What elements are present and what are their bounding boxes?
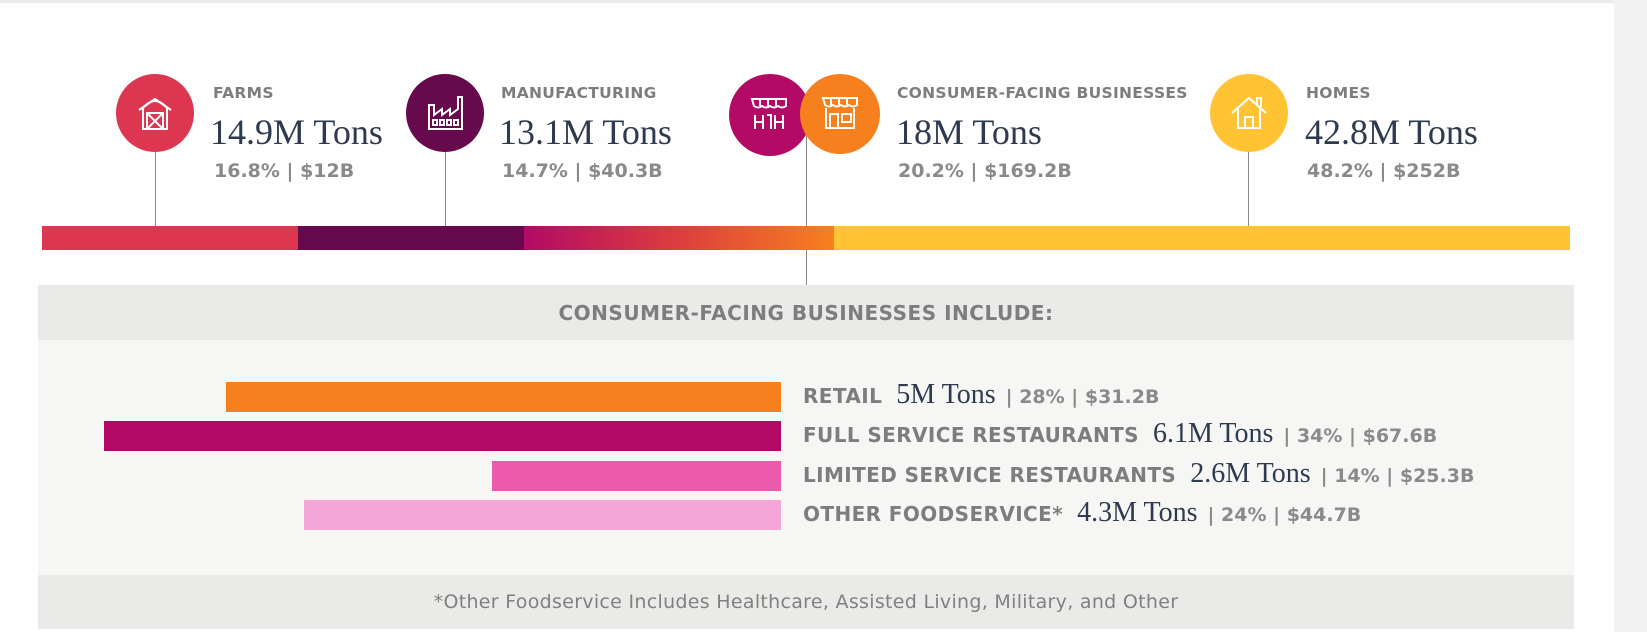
- consumer-label: CONSUMER-FACING BUSINESSES: [897, 84, 1188, 102]
- house-icon: [1231, 96, 1267, 129]
- homes-stats: 48.2% | $252B: [1307, 160, 1461, 182]
- storefront-icon: [821, 97, 858, 129]
- breakdown-tons-retail: 5M Tons: [896, 379, 996, 410]
- footnote-bar: *Other Foodservice Includes Healthcare, …: [38, 575, 1574, 629]
- stack-segment-homes: [833, 226, 1571, 250]
- breakdown-bar-other: [303, 499, 781, 530]
- breakdown-tons-limited: 2.6M Tons: [1190, 457, 1311, 489]
- homes-leader-line: [1248, 150, 1249, 226]
- stack-segment-consumer: [523, 226, 835, 250]
- breakdown-row-other: OTHER FOODSERVICE* 4.3M Tons | 24% | $44.7…: [803, 496, 1362, 528]
- consumer-stats: 20.2% | $169.2B: [898, 160, 1072, 182]
- breakdown-bar-limited: [492, 460, 781, 491]
- barn-icon: [138, 97, 172, 130]
- stacked-total-bar: [42, 226, 1571, 250]
- consumer-circle-restaurant: [729, 74, 811, 156]
- consumer-breakdown-header: CONSUMER-FACING BUSINESSES INCLUDE:: [38, 285, 1574, 340]
- consumer-tons: 18M Tons: [896, 112, 1042, 152]
- homes-circle: [1210, 74, 1288, 152]
- breakdown-label-other: OTHER FOODSERVICE*: [803, 501, 1064, 526]
- farms-leader-line: [155, 150, 156, 226]
- farms-label: FARMS: [213, 84, 274, 102]
- breakdown-bar-full: [104, 421, 781, 452]
- homes-label: HOMES: [1306, 84, 1371, 102]
- breakdown-row-full: FULL SERVICE RESTAURANTS 6.1M Tons | 34% |…: [803, 418, 1438, 450]
- stack-segment-manufacturing: [298, 226, 525, 250]
- consumer-leader-line: [806, 118, 807, 285]
- farms-stats: 16.8% | $12B: [214, 160, 355, 182]
- breakdown-label-limited: LIMITED SERVICE RESTAURANTS: [803, 462, 1177, 487]
- breakdown-tons-other: 4.3M Tons: [1077, 496, 1198, 528]
- breakdown-stats-retail: | 28% | $31.2B: [1005, 386, 1160, 408]
- breakdown-row-limited: LIMITED SERVICE RESTAURANTS 2.6M Tons | 14…: [803, 457, 1475, 489]
- footnote-text: *Other Foodservice Includes Healthcare, …: [433, 591, 1179, 613]
- breakdown-bar-retail: [226, 382, 781, 412]
- breakdown-row-retail: RETAIL 5M Tons | 28% | $31.2B: [803, 379, 1160, 410]
- manufacturing-leader-line: [445, 150, 446, 226]
- farms-circle: [116, 74, 194, 152]
- consumer-breakdown-title: CONSUMER-FACING BUSINESSES INCLUDE:: [558, 300, 1054, 325]
- breakdown-stats-full: | 34% | $67.6B: [1283, 425, 1438, 448]
- manufacturing-tons: 13.1M Tons: [499, 112, 672, 152]
- breakdown-stats-other: | 24% | $44.7B: [1207, 503, 1362, 526]
- breakdown-tons-full: 6.1M Tons: [1152, 418, 1274, 450]
- restaurant-storefront-icon: [750, 98, 787, 129]
- manufacturing-label: MANUFACTURING: [501, 84, 657, 102]
- top-rule: [0, 0, 1614, 3]
- consumer-breakdown-panel: [38, 340, 1574, 575]
- breakdown-stats-limited: | 14% | $25.3B: [1320, 464, 1475, 487]
- breakdown-label-full: FULL SERVICE RESTAURANTS: [803, 423, 1139, 448]
- manufacturing-circle: [406, 74, 484, 152]
- farms-tons: 14.9M Tons: [210, 112, 383, 152]
- stack-segment-farms: [42, 226, 299, 250]
- factory-icon: [428, 96, 463, 130]
- breakdown-label-retail: RETAIL: [803, 384, 883, 408]
- manufacturing-stats: 14.7% | $40.3B: [502, 160, 663, 182]
- homes-tons: 42.8M Tons: [1305, 112, 1478, 152]
- consumer-circle-storefront: [800, 74, 880, 154]
- page-right-gutter: [1614, 0, 1647, 632]
